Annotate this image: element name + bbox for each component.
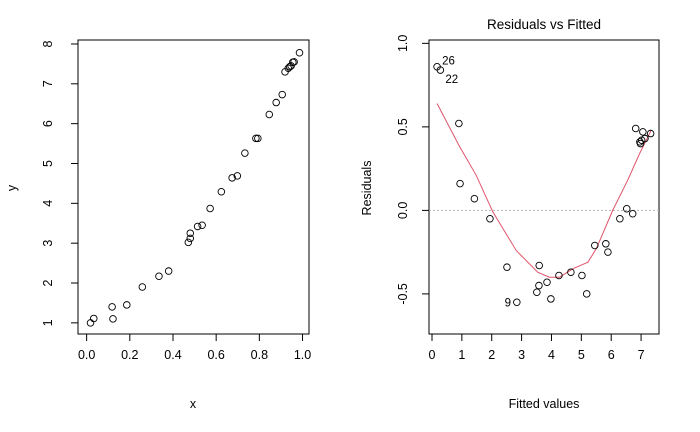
y-tick-label: -0.5 (396, 283, 410, 305)
data-point (636, 139, 645, 148)
data-point (278, 90, 286, 99)
data-point (272, 98, 280, 107)
y-axis-label: y (5, 184, 19, 191)
x-tick-label: 0.8 (251, 348, 268, 362)
x-axis-label: Fitted values (509, 397, 580, 411)
data-point (109, 315, 117, 323)
x-tick-label: 3 (518, 348, 525, 362)
data-point (604, 248, 612, 256)
y-tick-label: 0.0 (396, 202, 410, 219)
x-tick-label: 0 (429, 348, 436, 362)
data-point (295, 48, 304, 57)
data-point (582, 290, 591, 298)
y-axis-label: Residuals (360, 161, 374, 216)
x-tick-label: 7 (638, 348, 645, 362)
y-tick-label: 5 (41, 160, 55, 167)
data-point (555, 271, 563, 280)
data-point (455, 119, 463, 128)
data-point (641, 134, 649, 143)
data-point (164, 267, 173, 275)
y-tick-label: 8 (41, 40, 55, 47)
data-point (535, 261, 543, 270)
data-point (543, 278, 551, 286)
data-point (155, 272, 163, 280)
data-point (186, 229, 195, 237)
x-tick-label: 0.6 (207, 348, 224, 362)
x-tick-label: 6 (608, 348, 615, 362)
data-point (646, 129, 655, 138)
x-tick-label: 4 (548, 348, 555, 362)
data-point (193, 222, 202, 231)
data-point (123, 301, 131, 309)
y-tick-label: 3 (41, 240, 55, 247)
point-label: 9 (505, 297, 511, 309)
x-tick-label: 1.0 (294, 348, 311, 362)
data-point (252, 134, 260, 143)
data-point (591, 241, 599, 250)
x-tick-label: 0.0 (78, 348, 95, 362)
data-point (578, 271, 586, 280)
data-point (470, 194, 479, 203)
data-point (228, 174, 236, 182)
y-tick-label: 1.0 (396, 35, 410, 52)
data-point (198, 221, 206, 229)
data-point (108, 303, 116, 311)
data-point (290, 58, 298, 66)
data-point (233, 172, 242, 180)
data-point (622, 204, 631, 213)
panel-residuals-vs-fitted: Residuals vs Fitted Fitted values Residu… (360, 17, 660, 411)
data-point (90, 314, 98, 323)
y-tick-label: 0.5 (396, 118, 410, 135)
chart-title: Residuals vs Fitted (487, 17, 601, 32)
data-point (184, 238, 193, 247)
point-label: 22 (445, 74, 458, 86)
plot-frame (428, 39, 660, 335)
data-point (254, 134, 262, 143)
data-point (86, 319, 95, 327)
data-point (535, 281, 543, 290)
data-point (503, 263, 511, 271)
data-point (436, 66, 445, 74)
data-point (631, 124, 640, 133)
x-axis-label: x (190, 397, 197, 411)
x-tick-label: 0.2 (121, 348, 138, 362)
panel-scatter-x-y: x y 0.0 0.2 0.4 0.6 0.8 1.0 1 2 3 4 5 6 7 8 (5, 39, 311, 411)
lowess-smooth-line (436, 103, 652, 278)
data-point (186, 234, 195, 243)
y-tick-label: 7 (41, 80, 55, 87)
data-point (217, 188, 226, 196)
point-label: 26 (442, 56, 455, 68)
data-point (265, 110, 274, 119)
x-tick-label: 2 (488, 348, 495, 362)
data-point (547, 295, 555, 303)
x-tick-label: 1 (458, 348, 465, 362)
x-tick-label: 5 (578, 348, 585, 362)
data-point (486, 214, 494, 223)
y-tick-label: 6 (41, 120, 55, 127)
data-point (567, 268, 575, 276)
data-point (456, 179, 464, 188)
data-point (513, 298, 521, 307)
data-point (138, 283, 147, 291)
y-tick-label: 4 (41, 200, 55, 207)
data-point (639, 128, 647, 136)
data-point (533, 288, 541, 296)
data-point (206, 204, 214, 213)
data-point (602, 240, 610, 248)
y-tick-label: 1 (41, 319, 55, 326)
x-tick-label: 0.4 (164, 348, 181, 362)
data-point (616, 214, 624, 223)
data-point (241, 149, 249, 157)
plot-frame (77, 39, 310, 335)
data-point (628, 209, 637, 218)
y-tick-label: 2 (41, 279, 55, 286)
